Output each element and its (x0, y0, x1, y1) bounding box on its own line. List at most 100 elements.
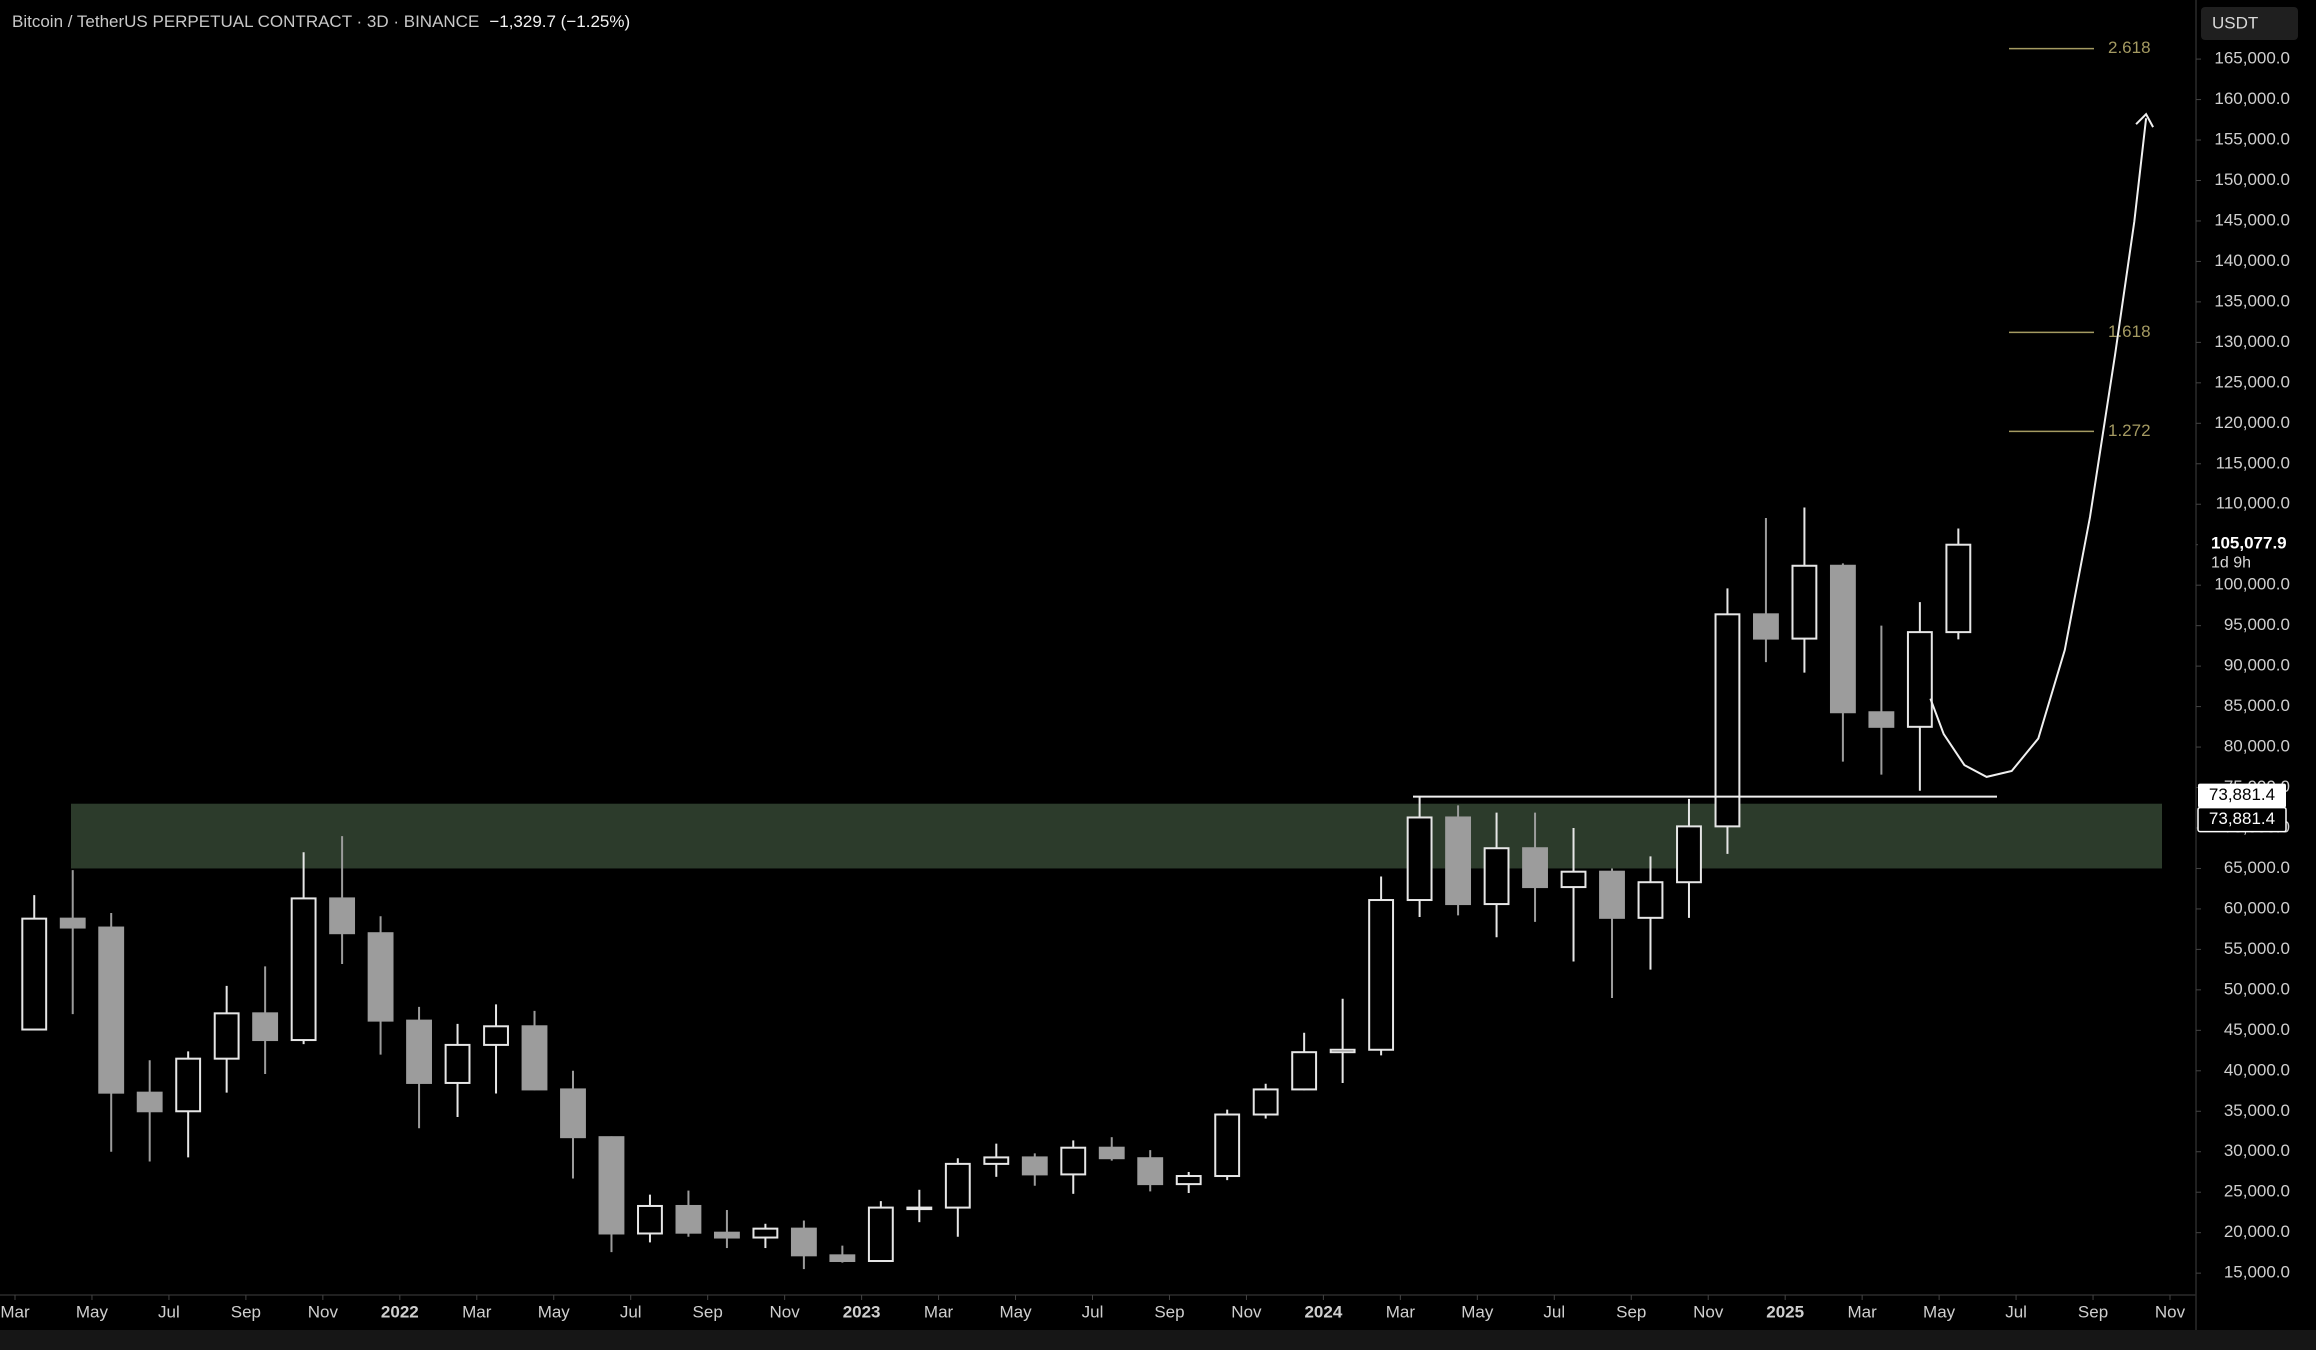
candle-body (444, 1043, 471, 1084)
candle-body (1291, 1051, 1318, 1091)
y-tick-label: 160,000.0 (2214, 89, 2290, 108)
x-tick-label: Jul (620, 1302, 642, 1321)
y-tick-label: 150,000.0 (2214, 170, 2290, 189)
candle-body (1021, 1156, 1048, 1176)
x-tick-label: May (538, 1302, 571, 1321)
bottom-bar (0, 1330, 2316, 1350)
candle-body (1329, 1048, 1356, 1054)
y-tick-label: 165,000.0 (2214, 49, 2290, 68)
candle-body (1599, 870, 1625, 919)
y-tick-label: 25,000.0 (2224, 1182, 2290, 1201)
candle-body (98, 926, 125, 1094)
candle-body (1406, 816, 1433, 902)
y-tick-label: 45,000.0 (2224, 1020, 2290, 1039)
candle-body (1060, 1146, 1087, 1176)
x-tick-label: May (1461, 1302, 1494, 1321)
plot-area: 2.618 1.618 1.272 (21, 38, 2162, 1270)
y-tick-label: 35,000.0 (2224, 1101, 2290, 1120)
last-price-tag (2198, 531, 2296, 576)
candle-body (1791, 564, 1818, 640)
candle-body (1560, 870, 1587, 889)
candle-body (1483, 847, 1510, 906)
y-tick-label: 90,000.0 (2224, 656, 2290, 675)
projection-curve (1929, 118, 2148, 778)
x-tick-label: Jul (1543, 1302, 1565, 1321)
candle-body (290, 897, 317, 1042)
x-tick-label: 2024 (1304, 1302, 1342, 1321)
y-tick-label: 120,000.0 (2214, 413, 2290, 432)
candle-body (1906, 631, 1933, 728)
candle-body (1753, 613, 1779, 640)
candle-body (136, 1091, 163, 1113)
candle-body (944, 1162, 971, 1209)
level-tag-label: 73,881.4 (2209, 785, 2275, 804)
candle-body (213, 1012, 240, 1060)
candle-body (1214, 1113, 1241, 1178)
fib-label: 1.272 (2108, 421, 2151, 440)
y-tick-label: 55,000.0 (2224, 939, 2290, 958)
candle-body (829, 1254, 856, 1263)
y-tick-label: 145,000.0 (2214, 210, 2290, 229)
candle-body (906, 1206, 933, 1211)
level-tag-alt (2197, 806, 2287, 833)
y-tick-label: 110,000.0 (2216, 494, 2290, 513)
y-tick-label: 135,000.0 (2214, 291, 2290, 310)
y-tick-label: 85,000.0 (2224, 696, 2290, 715)
candle-body (713, 1231, 740, 1239)
candle-body (406, 1019, 432, 1084)
x-tick-label: Sep (2078, 1302, 2108, 1321)
x-tick-label: May (1923, 1302, 1956, 1321)
candle-body (21, 917, 48, 1031)
candle-body (329, 897, 356, 935)
x-tick-label: 2022 (381, 1302, 419, 1321)
candle-body (1676, 825, 1702, 884)
symbol-title: Bitcoin / TetherUS PERPETUAL CONTRACT · … (12, 12, 630, 31)
x-tick-label: Nov (770, 1302, 801, 1321)
candle-body (521, 1025, 548, 1091)
candle-body (752, 1227, 779, 1239)
y-tick-label: 30,000.0 (2224, 1141, 2290, 1160)
y-tick-label: 60,000.0 (2224, 898, 2290, 917)
candle-body (790, 1227, 817, 1257)
candle-body (637, 1204, 663, 1235)
candle-body (675, 1204, 702, 1234)
x-tick-label: Mar (924, 1302, 954, 1321)
y-tick-label: 125,000.0 (2214, 372, 2290, 391)
y-tick-label: 15,000.0 (2224, 1263, 2290, 1282)
x-tick-label: Sep (231, 1302, 261, 1321)
x-tick-label: Mar (0, 1302, 30, 1321)
y-tick-label: 40,000.0 (2224, 1060, 2290, 1079)
fib-label: 2.618 (2108, 38, 2151, 57)
countdown-label: 1d 9h (2211, 554, 2251, 571)
candle-body (1945, 543, 1972, 634)
x-tick-label: Sep (693, 1302, 723, 1321)
level-tag-alt-label: 73,881.4 (2209, 809, 2275, 828)
x-tick-label: May (999, 1302, 1032, 1321)
candle-body (560, 1088, 586, 1139)
y-tick-label: 65,000.0 (2224, 858, 2290, 877)
x-tick-label: Sep (1616, 1302, 1646, 1321)
price-change: −1,329.7 (−1.25%) (489, 12, 630, 31)
y-tick-label: 140,000.0 (2214, 251, 2290, 270)
x-tick-label: May (76, 1302, 109, 1321)
candle-body (1445, 816, 1472, 906)
y-tick-label: 100,000.0 (2214, 575, 2290, 594)
candle-body (367, 932, 394, 1022)
x-tick-label: Jul (158, 1302, 180, 1321)
x-tick-label: Nov (1231, 1302, 1262, 1321)
currency-label[interactable]: USDT (2212, 13, 2258, 32)
candle-body (1252, 1088, 1279, 1116)
candle-body (598, 1136, 625, 1235)
x-tick-label: 2023 (843, 1302, 881, 1321)
x-tick-label: Jul (1082, 1302, 1104, 1321)
fib-label: 1.618 (2108, 322, 2151, 341)
candle-body (1637, 881, 1664, 919)
candle-body (175, 1057, 202, 1113)
currency-button[interactable] (2201, 7, 2298, 40)
symbol-text: Bitcoin / TetherUS PERPETUAL CONTRACT · … (12, 12, 479, 31)
candle-body (867, 1206, 894, 1263)
x-tick-label: Mar (1386, 1302, 1416, 1321)
last-price-label: 105,077.9 (2211, 534, 2287, 553)
